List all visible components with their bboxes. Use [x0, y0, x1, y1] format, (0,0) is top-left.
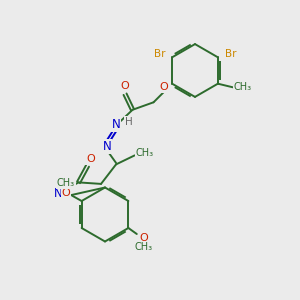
Text: O: O: [159, 82, 168, 92]
Text: O: O: [86, 154, 95, 164]
Text: O: O: [61, 188, 70, 198]
Text: N: N: [112, 118, 120, 131]
Text: CH₃: CH₃: [134, 242, 152, 253]
Text: CH₃: CH₃: [57, 178, 75, 188]
Text: N: N: [103, 140, 111, 153]
Text: Br: Br: [225, 49, 236, 59]
Text: H: H: [125, 117, 133, 127]
Text: CH₃: CH₃: [233, 82, 251, 92]
Text: H: H: [58, 180, 66, 190]
Text: O: O: [121, 81, 129, 91]
Text: O: O: [139, 232, 148, 243]
Text: N: N: [54, 187, 62, 200]
Text: Br: Br: [154, 49, 165, 59]
Text: CH₃: CH₃: [136, 148, 154, 158]
